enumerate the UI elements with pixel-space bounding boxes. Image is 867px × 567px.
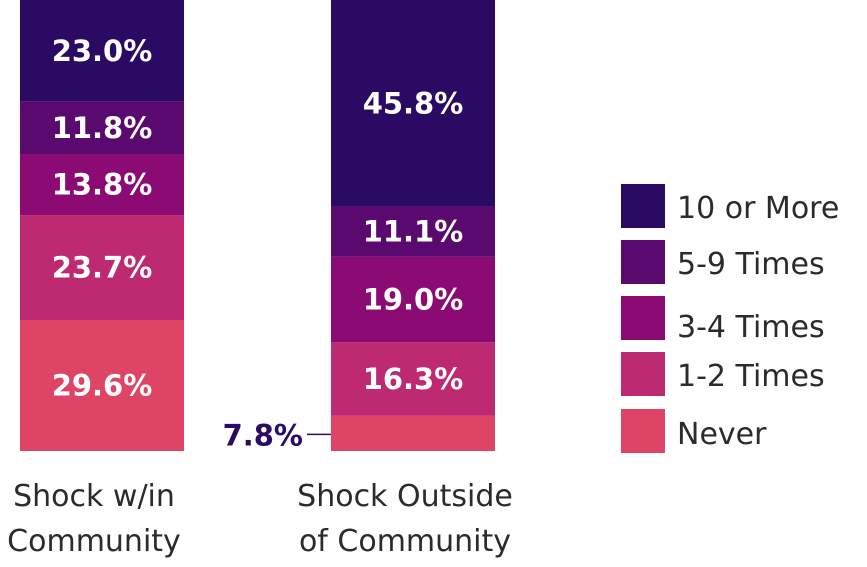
bar-value-label: 45.8% — [363, 86, 464, 120]
bar-segment-2-10-or-more — [331, 0, 495, 207]
category-labels-group: Shock w/in Community Shock Outside of Commu… — [7, 479, 513, 559]
segment-labels-group: 29.6% 23.7% 13.8% 11.8% 23.0% 7.8% 16.3% 19.0% 1… — [52, 34, 464, 453]
legend-label: 1-2 Times — [677, 359, 825, 394]
legend-label: 5-9 Times — [677, 247, 825, 282]
bar-segment-2-5-9-times — [331, 206, 495, 257]
bar-value-label: 23.7% — [52, 251, 153, 285]
legend-label: 10 or More — [677, 191, 839, 226]
legend-swatch — [621, 296, 665, 340]
bar-value-label: 19.0% — [363, 282, 464, 316]
legend-swatch — [621, 352, 665, 396]
bar-segment-2-1-2-times — [331, 342, 495, 416]
legend-label: Never — [677, 417, 767, 452]
legend-swatch — [621, 184, 665, 228]
bar-value-label: 11.8% — [52, 111, 153, 145]
legend: 10 or More 5-9 Times 3-4 Times 1-2 Times Nev… — [621, 184, 839, 453]
bar-value-label: 13.8% — [52, 168, 153, 202]
category-label: Community — [7, 524, 181, 559]
bar-segment-1-never — [20, 319, 184, 451]
bar-segment-1-10-or-more — [20, 0, 184, 102]
bar-segment-2-3-4-times — [331, 256, 495, 343]
category-label: Shock Outside — [297, 479, 513, 514]
bar-value-label: 11.1% — [363, 215, 464, 249]
bar-segment-1-1-2-times — [20, 215, 184, 320]
bars-group — [20, 0, 495, 451]
bar-segment-2-never — [331, 415, 495, 451]
category-label: of Community — [299, 524, 511, 559]
bar-value-label: 29.6% — [52, 368, 153, 402]
bar-segment-1-5-9-times — [20, 101, 184, 155]
legend-label: 3-4 Times — [677, 310, 825, 345]
bar-value-label: 23.0% — [52, 34, 153, 68]
legend-swatch — [621, 240, 665, 284]
bar-value-label: 16.3% — [363, 362, 464, 396]
bar-value-label-outside: 7.8% — [223, 418, 303, 452]
legend-swatch — [621, 409, 665, 453]
bar-segment-1-3-4-times — [20, 154, 184, 216]
category-label: Shock w/in — [13, 479, 175, 514]
